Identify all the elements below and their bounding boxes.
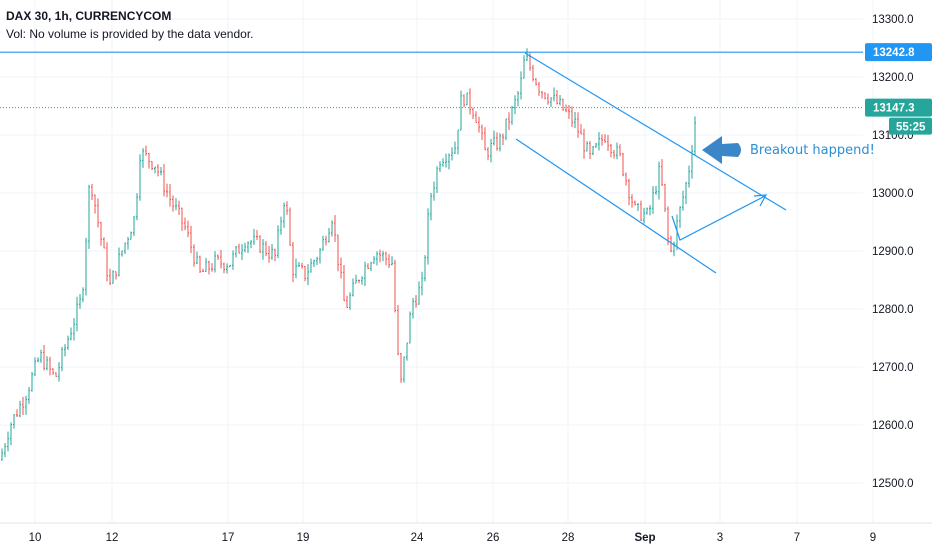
- x-tick-label: 28: [562, 532, 575, 544]
- x-tick-label: 19: [297, 532, 310, 544]
- last-price-tag-text: 13147.3: [873, 103, 915, 115]
- x-tick-label: 17: [222, 532, 235, 544]
- channel-lower-line: [515, 138, 717, 274]
- resistance-price-tag-bg: [865, 43, 932, 62]
- breakout-arrow-icon: [702, 136, 741, 164]
- chart-title: DAX 30, 1h, CURRENCYCOM: [6, 9, 172, 23]
- x-tick-label: 12: [106, 532, 119, 544]
- x-tick-label: 26: [487, 532, 500, 544]
- y-tick-label: 12900.0: [872, 246, 914, 258]
- descending-channel[interactable]: [515, 52, 787, 274]
- x-tick-label: Sep: [634, 532, 655, 544]
- projection-path[interactable]: [671, 194, 768, 241]
- x-tick-label: 3: [717, 532, 723, 544]
- x-tick-label: 10: [29, 532, 42, 544]
- y-tick-label: 13300.0: [872, 14, 914, 26]
- last-price-tag-bg: [865, 98, 932, 117]
- countdown-tag-bg: [889, 117, 932, 135]
- x-tick-label: 9: [870, 532, 876, 544]
- y-tick-label: 12500.0: [872, 478, 914, 490]
- price-tags: 13242.8 13147.3 55:25: [865, 43, 932, 135]
- y-tick-label: 12700.0: [872, 362, 914, 374]
- y-tick-label: 12800.0: [872, 304, 914, 316]
- chart-grid: [0, 0, 874, 523]
- resistance-price-tag-text: 13242.8: [873, 47, 915, 59]
- x-tick-label: 7: [794, 532, 800, 544]
- y-tick-label: 13200.0: [872, 72, 914, 84]
- channel-upper-line: [524, 52, 787, 211]
- candlestick-series: [1, 48, 696, 461]
- arrow-shape: [702, 136, 741, 164]
- y-axis[interactable]: 12500.0 12600.0 12700.0 12800.0 12900.0 13000…: [872, 14, 914, 490]
- countdown-tag-text: 55:25: [896, 122, 926, 134]
- projection-line: [671, 195, 766, 241]
- projection-arrowhead: [753, 194, 768, 207]
- y-tick-label: 13000.0: [872, 188, 914, 200]
- volume-note: Vol: No volume is provided by the data v…: [6, 27, 254, 41]
- breakout-annotation: Breakout happend!: [750, 143, 875, 158]
- y-tick-label: 12600.0: [872, 420, 914, 432]
- x-tick-label: 24: [411, 532, 424, 544]
- x-axis[interactable]: 10 12 17 19 24 26 28 Sep 3 7 9: [0, 522, 932, 544]
